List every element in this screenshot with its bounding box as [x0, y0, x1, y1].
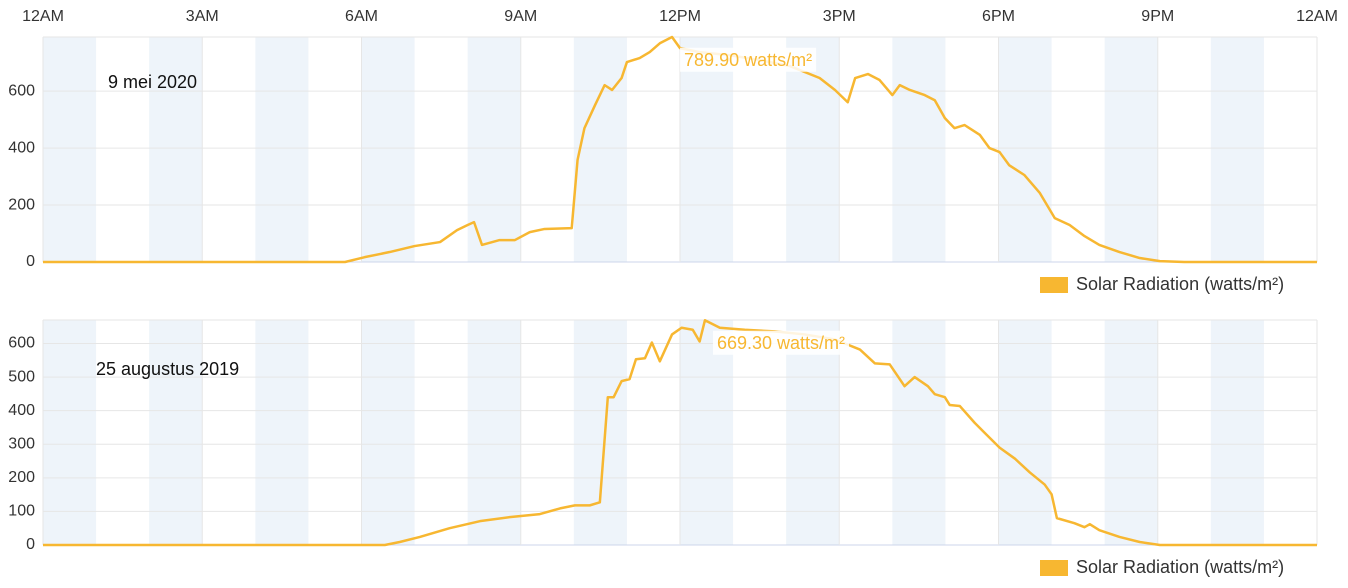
y-tick-label: 400 [8, 139, 35, 156]
band [361, 320, 415, 545]
band [573, 37, 627, 262]
y-tick-label: 0 [26, 536, 35, 553]
x-tick-label: 6AM [345, 8, 378, 25]
band [255, 37, 309, 262]
y-tick-label: 400 [8, 402, 35, 419]
x-tick-label: 12AM [1296, 8, 1338, 25]
band [149, 320, 203, 545]
y-tick-label: 300 [8, 435, 35, 452]
band [998, 320, 1052, 545]
band [255, 320, 309, 545]
band [361, 37, 415, 262]
peak-label: 789.90 watts/m² [684, 50, 812, 70]
x-tick-label: 12PM [659, 8, 701, 25]
band [998, 37, 1052, 262]
x-tick-label: 3AM [186, 8, 219, 25]
x-tick-label: 6PM [982, 8, 1015, 25]
y-tick-label: 0 [26, 253, 35, 270]
band [1210, 37, 1264, 262]
band [892, 320, 946, 545]
band [892, 37, 946, 262]
band [573, 320, 627, 545]
y-tick-label: 200 [8, 196, 35, 213]
band [1210, 320, 1264, 545]
y-tick-label: 100 [8, 503, 35, 520]
legend-label: Solar Radiation (watts/m²) [1076, 557, 1284, 577]
annotation: 25 augustus 2019 [96, 359, 239, 379]
legend-swatch [1040, 277, 1068, 293]
band [149, 37, 203, 262]
band [680, 320, 734, 545]
y-tick-label: 200 [8, 469, 35, 486]
peak-label: 669.30 watts/m² [717, 333, 845, 353]
annotation: 9 mei 2020 [108, 72, 197, 92]
legend-swatch [1040, 560, 1068, 576]
band [43, 37, 97, 262]
peak-label-bg [680, 47, 817, 72]
legend-label: Solar Radiation (watts/m²) [1076, 274, 1284, 294]
x-tick-label: 12AM [22, 8, 64, 25]
y-tick-label: 600 [8, 335, 35, 352]
band [467, 37, 521, 262]
band [680, 37, 734, 262]
band [1104, 320, 1158, 545]
y-tick-label: 500 [8, 368, 35, 385]
x-tick-label: 3PM [823, 8, 856, 25]
band [786, 320, 840, 545]
band [43, 320, 97, 545]
x-tick-label: 9PM [1141, 8, 1174, 25]
x-tick-label: 9AM [504, 8, 537, 25]
y-tick-label: 600 [8, 82, 35, 99]
band [467, 320, 521, 545]
band [1104, 37, 1158, 262]
peak-label-bg [712, 330, 850, 355]
